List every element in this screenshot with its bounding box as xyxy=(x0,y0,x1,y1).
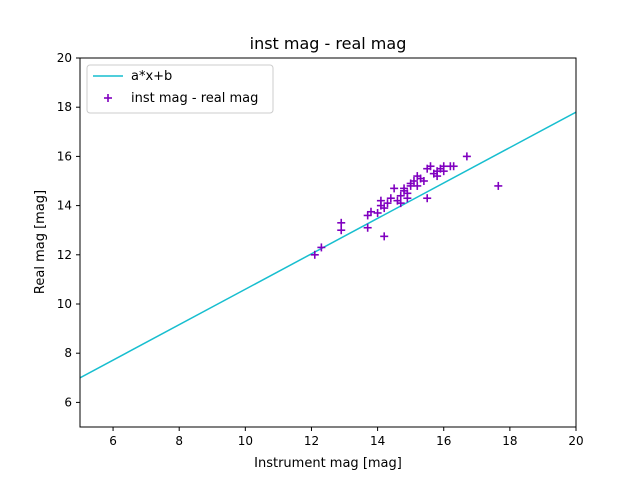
x-tick-label: 8 xyxy=(175,434,183,448)
x-tick-label: 14 xyxy=(370,434,385,448)
chart-title: inst mag - real mag xyxy=(250,34,407,53)
scatter-point xyxy=(310,250,319,259)
y-tick-label: 20 xyxy=(57,51,72,65)
scatter-point xyxy=(380,204,389,213)
plot-area xyxy=(80,111,576,379)
scatter-point xyxy=(423,194,432,203)
scatter-point xyxy=(413,181,422,190)
scatter-point xyxy=(396,191,405,200)
x-tick-label: 16 xyxy=(436,434,451,448)
y-tick-label: 14 xyxy=(57,199,72,213)
scatter-point xyxy=(380,232,389,241)
legend-plus-marker xyxy=(104,94,112,102)
scatter-point xyxy=(403,189,412,198)
scatter-point xyxy=(409,177,418,185)
legend-line-label: a*x+b xyxy=(131,69,172,84)
y-tick-label: 6 xyxy=(64,395,72,409)
scatter-point xyxy=(373,208,382,217)
scatter-point xyxy=(376,196,385,205)
x-tick-label: 18 xyxy=(502,434,517,448)
legend-box xyxy=(86,64,274,114)
y-tick-label: 8 xyxy=(64,346,72,360)
y-axis-label: Real mag [mag] xyxy=(33,190,48,294)
x-axis-label: Instrument mag [mag] xyxy=(254,456,402,471)
scatter-point xyxy=(462,152,471,161)
scatter-point xyxy=(396,199,405,208)
legend-scatter-label: inst mag - real mag xyxy=(131,91,258,106)
scatter-point xyxy=(363,223,372,232)
y-tick-label: 16 xyxy=(57,149,72,163)
scatter-point xyxy=(337,218,346,227)
plot-frame xyxy=(79,57,577,428)
x-tick-label: 6 xyxy=(109,434,117,448)
y-tick-label: 12 xyxy=(57,248,72,262)
fit-line xyxy=(80,111,576,379)
scatter-point xyxy=(426,162,435,171)
scatter-point xyxy=(337,226,346,235)
x-tick-label: 12 xyxy=(304,434,319,448)
scatter-point xyxy=(439,167,448,176)
legend-scatter-marker xyxy=(104,94,112,102)
scatter-point xyxy=(400,184,409,193)
scatter-point xyxy=(449,162,458,171)
scatter-point xyxy=(366,207,375,216)
scatter-point xyxy=(390,184,399,193)
x-tick-label: 10 xyxy=(238,434,253,448)
y-tick-label: 10 xyxy=(57,297,72,311)
scatter-point xyxy=(419,177,428,185)
scatter-point xyxy=(317,243,326,252)
scatter-point xyxy=(494,181,503,190)
y-tick-label: 18 xyxy=(57,100,72,114)
scatter-point xyxy=(383,199,392,208)
x-tick-label: 20 xyxy=(568,434,583,448)
legend: a*x+b inst mag - real mag xyxy=(86,64,274,114)
scatter-point xyxy=(386,194,395,203)
